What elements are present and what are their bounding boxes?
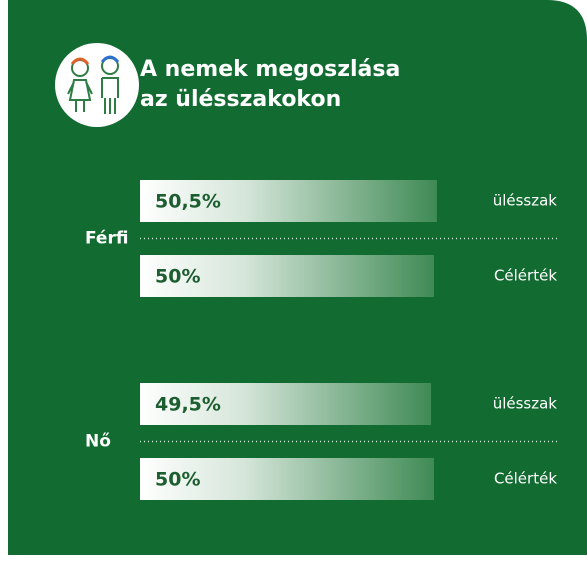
category-label: Nő [85, 432, 111, 452]
bar [140, 383, 432, 425]
series-label: ülésszak [493, 192, 558, 210]
value-label: 50% [155, 266, 200, 288]
series-label: Célérték [494, 267, 557, 285]
bar [140, 255, 434, 297]
series-label: Célérték [494, 470, 557, 488]
title-line: az ülésszakokon [140, 87, 341, 112]
bar [140, 180, 437, 222]
value-label: 49,5% [155, 394, 221, 416]
category-label: Férfi [85, 229, 128, 249]
bar [140, 458, 434, 500]
icon [55, 43, 139, 127]
title-line: A nemek megoszlása [140, 57, 400, 82]
value-label: 50% [155, 469, 200, 491]
series-label: ülésszak [493, 395, 558, 413]
value-label: 50,5% [155, 191, 221, 213]
